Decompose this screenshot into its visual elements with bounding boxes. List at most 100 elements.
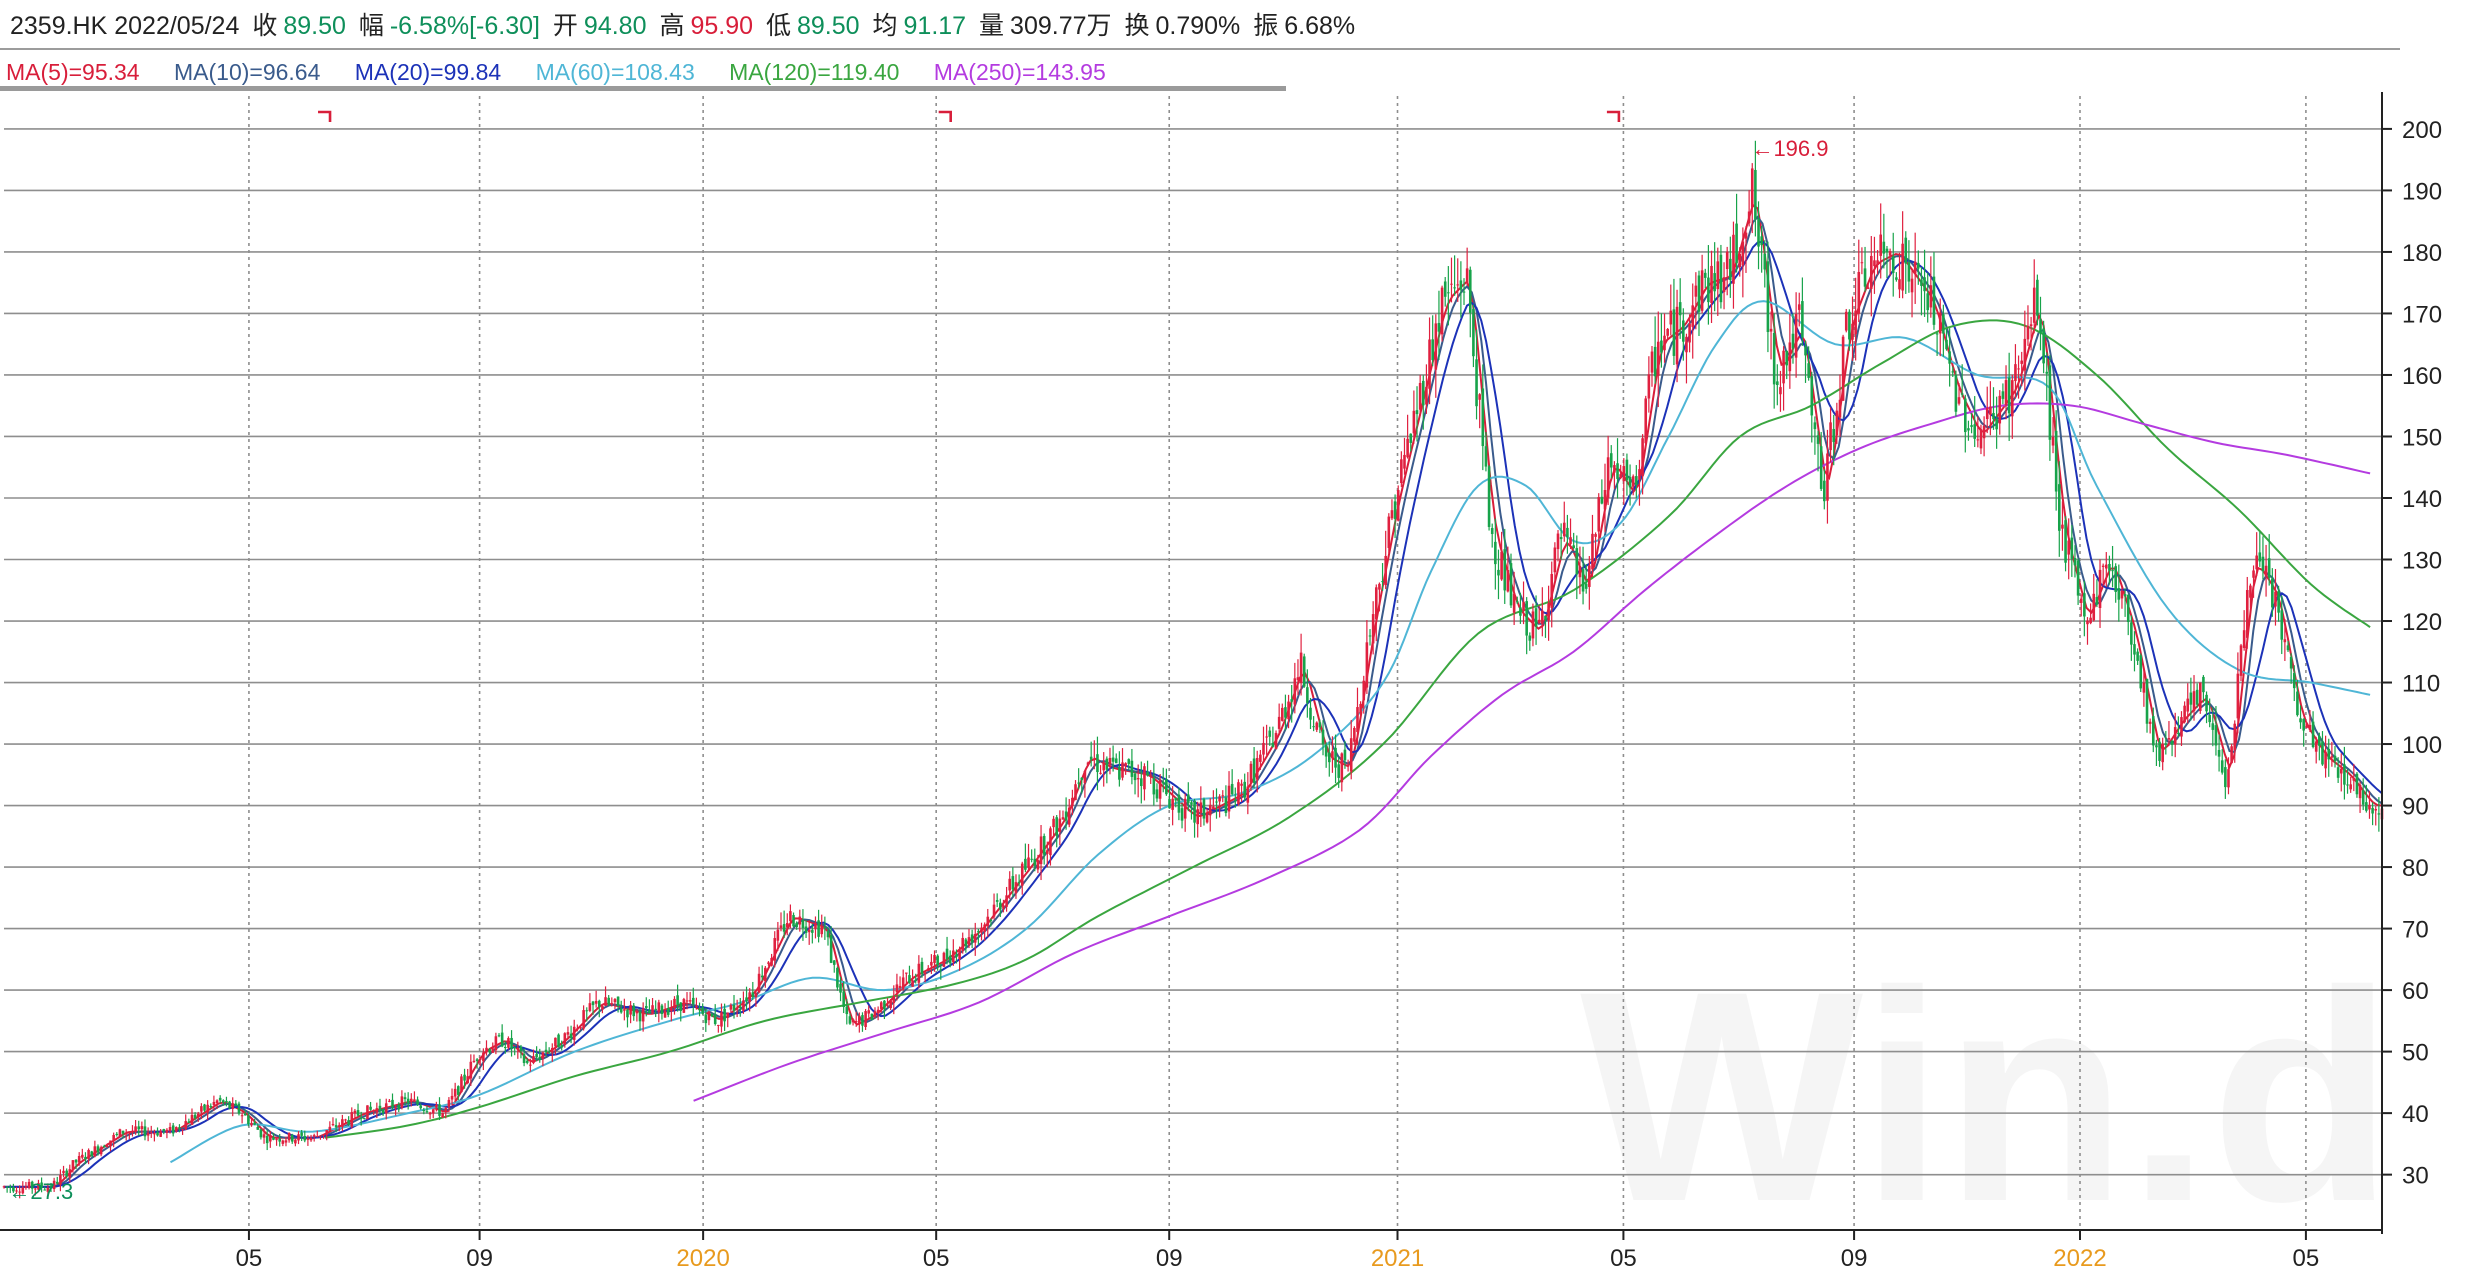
- candle-body: [977, 931, 980, 933]
- candle-body: [1277, 716, 1281, 729]
- y-tick-label: 50: [2402, 1040, 2429, 1067]
- candle-body: [1421, 380, 1425, 406]
- candle-body: [2177, 732, 2180, 734]
- ma60-legend[interactable]: MA(60)=108.43: [535, 59, 695, 85]
- candle-body: [485, 1047, 488, 1053]
- candle-body: [789, 911, 792, 922]
- candle-body: [413, 1099, 416, 1102]
- candle-body: [698, 1008, 701, 1011]
- y-tick-label: 60: [2402, 978, 2429, 1005]
- ma250-legend[interactable]: MA(250)=143.95: [933, 59, 1106, 85]
- candle-body: [1794, 314, 1798, 358]
- candle-body: [90, 1151, 94, 1157]
- candle-body: [128, 1132, 131, 1134]
- candle-body: [1544, 615, 1547, 621]
- candle-body: [1528, 635, 1532, 641]
- candle-body: [131, 1131, 134, 1133]
- candle-body: [616, 996, 620, 1006]
- candle-body: [1641, 438, 1644, 477]
- candle-body: [1732, 234, 1735, 284]
- event-marker[interactable]: [318, 110, 332, 122]
- candle-body: [735, 1008, 739, 1010]
- candle-body: [325, 1130, 329, 1135]
- x-tick-label: 05: [1610, 1245, 1637, 1266]
- candle-body: [1741, 241, 1745, 266]
- candle-body: [37, 1182, 40, 1190]
- candle-body: [2314, 741, 2318, 752]
- candle-body: [1694, 285, 1698, 297]
- candle-body: [1766, 261, 1770, 333]
- x-tick-label: 09: [1841, 1245, 1868, 1266]
- candle-body: [550, 1047, 554, 1053]
- candle-body: [347, 1120, 350, 1125]
- candle-body: [2289, 656, 2293, 669]
- candle-body: [1180, 808, 1184, 821]
- candle-body: [2051, 436, 2055, 446]
- event-marker[interactable]: [1606, 110, 1621, 122]
- candle-body: [2029, 324, 2033, 327]
- candle-body: [1240, 783, 1243, 786]
- candle-body: [541, 1052, 545, 1059]
- candle-body: [416, 1099, 419, 1105]
- ma120-legend[interactable]: MA(120)=119.40: [729, 59, 900, 85]
- candle-body: [1873, 260, 1876, 267]
- candle-body: [1443, 281, 1447, 297]
- candle-body: [319, 1136, 322, 1138]
- candle-body: [503, 1047, 507, 1049]
- candle-body: [21, 1187, 25, 1194]
- candle-body: [425, 1111, 429, 1113]
- candle-body: [1945, 339, 1948, 350]
- candle-body: [1108, 757, 1112, 765]
- candle-body: [2227, 769, 2230, 788]
- candle-body: [685, 1000, 689, 1002]
- candle-body: [576, 1028, 579, 1030]
- candle-body: [240, 1115, 244, 1117]
- candle-body: [431, 1109, 435, 1114]
- candle-body: [2283, 639, 2287, 643]
- candle-body: [428, 1112, 432, 1115]
- candle-body: [1497, 569, 1500, 576]
- candle-body: [2167, 737, 2171, 740]
- candle-body: [1622, 466, 1626, 482]
- candle-body: [2120, 590, 2124, 599]
- candle-body: [2064, 520, 2067, 563]
- candle-body: [438, 1104, 441, 1116]
- candle-body: [1772, 333, 1776, 385]
- ma5-legend[interactable]: MA(5)=95.34: [6, 59, 140, 85]
- candle-body: [1663, 335, 1666, 351]
- candle-body: [804, 926, 808, 933]
- candle-body: [657, 1002, 661, 1013]
- candle-body: [1017, 881, 1021, 883]
- candle-body: [1359, 704, 1362, 714]
- candle-body: [1315, 722, 1319, 730]
- candle-body: [2145, 678, 2149, 724]
- candle-body: [1400, 459, 1403, 484]
- candle-body: [707, 1011, 711, 1021]
- candle-body: [980, 927, 983, 933]
- candle-body: [156, 1132, 159, 1136]
- candle-body: [1086, 762, 1090, 765]
- candle-body: [272, 1137, 275, 1140]
- candle-body: [441, 1112, 444, 1118]
- candle-body: [2305, 723, 2309, 728]
- event-marker[interactable]: [938, 110, 952, 122]
- candle-body: [1841, 336, 1845, 401]
- candle-body: [1625, 459, 1629, 481]
- candle-body: [2358, 784, 2362, 799]
- candle-body: [1750, 168, 1754, 208]
- candle-body: [820, 926, 824, 935]
- ma10-legend[interactable]: MA(10)=96.64: [174, 59, 321, 85]
- candle-body: [2139, 655, 2143, 689]
- candle-body: [153, 1133, 156, 1135]
- candle-body: [1569, 537, 1572, 544]
- ma20-legend[interactable]: MA(20)=99.84: [354, 59, 502, 85]
- candle-body: [1769, 328, 1773, 332]
- candle-body: [65, 1170, 68, 1177]
- candle-body: [1049, 828, 1052, 856]
- candle-body: [1384, 555, 1387, 586]
- candle-body: [961, 937, 965, 951]
- candle-body: [1556, 533, 1560, 550]
- candle-body: [2108, 563, 2111, 571]
- candle-body: [422, 1110, 426, 1112]
- amplitude-value: 6.68%: [1284, 12, 1356, 40]
